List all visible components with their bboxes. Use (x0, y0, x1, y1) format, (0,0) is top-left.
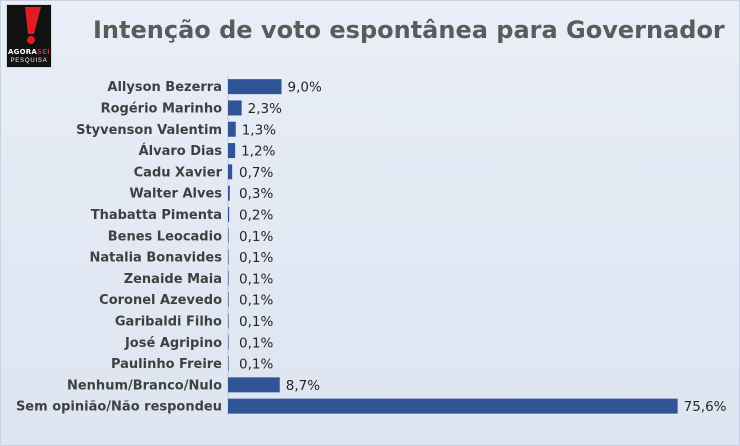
bar-paulinho-freire (228, 356, 229, 372)
category-label-sem-opiniao-nao-respondeu: Sem opinião/Não respondeu (16, 400, 222, 415)
bar-zenaide-maia (228, 270, 229, 286)
category-label-rogerio-marinho: Rogério Marinho (101, 101, 222, 116)
category-label-natalia-bonavides: Natalia Bonavides (89, 251, 222, 266)
category-label-nenhum-branco-nulo: Nenhum/Branco/Nulo (67, 378, 222, 393)
logo-word-sei: SEI (36, 48, 50, 56)
bar-nenhum-branco-nulo (228, 377, 280, 393)
value-label-walter-alves: 0,3% (239, 186, 273, 202)
category-label-allyson-bezerra: Allyson Bezerra (107, 80, 222, 95)
category-label-zenaide-maia: Zenaide Maia (124, 272, 222, 287)
value-label-rogerio-marinho: 2,3% (248, 101, 282, 117)
chart-title: Intenção de voto espontânea para Governa… (93, 16, 725, 44)
logo-wordmark: AGORASEI (7, 48, 51, 56)
value-label-zenaide-maia: 0,1% (239, 271, 273, 287)
category-label-cadu-xavier: Cadu Xavier (134, 165, 223, 180)
bar-rogerio-marinho (228, 100, 242, 116)
category-label-styvenson-valentim: Styvenson Valentim (76, 123, 222, 138)
value-label-cadu-xavier: 0,7% (239, 165, 273, 181)
value-label-allyson-bezerra: 9,0% (288, 80, 322, 96)
value-label-styvenson-valentim: 1,3% (242, 122, 276, 138)
exclamation-mark-icon (25, 7, 41, 44)
bar-thabatta-pimenta (228, 206, 230, 222)
category-label-paulinho-freire: Paulinho Freire (111, 357, 222, 372)
value-label-sem-opiniao-nao-respondeu: 75,6% (684, 399, 727, 415)
category-label-walter-alves: Walter Alves (129, 187, 222, 202)
bar-garibaldi-filho (228, 313, 229, 329)
bar-cadu-xavier (228, 164, 233, 180)
category-label-garibaldi-filho: Garibaldi Filho (115, 314, 222, 329)
category-label-benes-leocadio: Benes Leocadio (108, 229, 222, 244)
bar-allyson-bezerra (228, 79, 282, 95)
logo-word-agora: AGORA (8, 48, 37, 56)
value-label-alvaro-dias: 1,2% (241, 144, 275, 160)
category-label-alvaro-dias: Álvaro Dias (139, 143, 223, 159)
logo-tagline: PESQUISA (10, 58, 48, 64)
bar-walter-alves (228, 185, 230, 201)
category-label-jose-agripino: José Agripino (124, 336, 222, 351)
value-label-natalia-bonavides: 0,1% (239, 250, 273, 266)
bar-jose-agripino (228, 334, 229, 350)
bar-benes-leocadio (228, 228, 229, 244)
bar-coronel-azevedo (228, 292, 229, 308)
value-label-coronel-azevedo: 0,1% (239, 293, 273, 309)
bar-natalia-bonavides (228, 249, 229, 265)
value-label-nenhum-branco-nulo: 8,7% (286, 378, 320, 394)
value-label-jose-agripino: 0,1% (239, 335, 273, 351)
category-label-thabatta-pimenta: Thabatta Pimenta (91, 208, 222, 223)
bar-styvenson-valentim (228, 121, 236, 137)
value-label-benes-leocadio: 0,1% (239, 229, 273, 245)
value-label-garibaldi-filho: 0,1% (239, 314, 273, 330)
bar-alvaro-dias (228, 143, 236, 159)
category-label-coronel-azevedo: Coronel Azevedo (99, 293, 222, 308)
bar-sem-opiniao-nao-respondeu (228, 398, 678, 414)
agorasei-logo: AGORASEI PESQUISA (6, 4, 52, 68)
value-label-paulinho-freire: 0,1% (239, 357, 273, 373)
value-label-thabatta-pimenta: 0,2% (239, 207, 273, 223)
